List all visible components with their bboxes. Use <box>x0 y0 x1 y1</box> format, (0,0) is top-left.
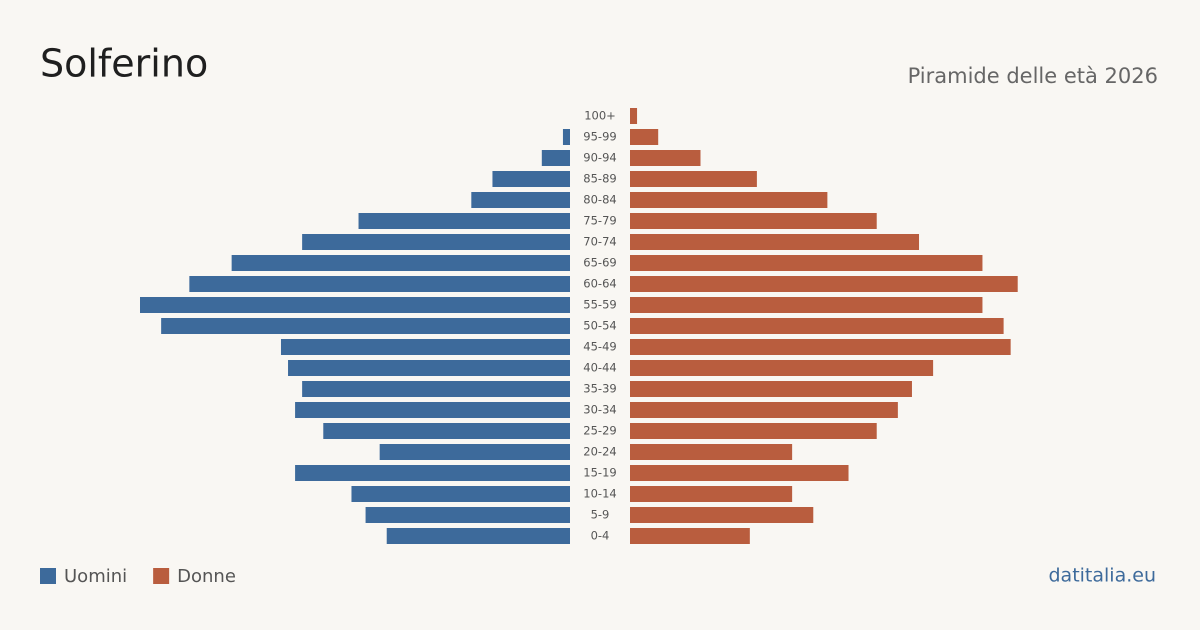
age-label: 5-9 <box>591 508 610 522</box>
site-link[interactable]: datitalia.eu <box>1049 565 1157 587</box>
age-label: 60-64 <box>583 277 616 291</box>
legend-swatch <box>40 568 56 584</box>
bar <box>280 339 570 355</box>
bar <box>630 255 983 271</box>
age-label: 10-14 <box>583 487 616 501</box>
bar <box>140 297 570 313</box>
bar <box>492 171 570 187</box>
bar <box>630 213 877 229</box>
bar <box>630 402 898 418</box>
age-label: 25-29 <box>583 424 616 438</box>
age-label: 85-89 <box>583 172 616 186</box>
age-label: 90-94 <box>583 151 616 165</box>
bar <box>302 381 570 397</box>
age-label: 75-79 <box>583 214 616 228</box>
age-label: 55-59 <box>583 298 616 312</box>
age-label: 40-44 <box>583 361 616 375</box>
bar <box>630 465 849 481</box>
bar <box>630 339 1011 355</box>
bar <box>386 528 570 544</box>
bar <box>630 486 793 502</box>
bar <box>630 423 877 439</box>
age-label: 65-69 <box>583 256 616 270</box>
bar <box>630 171 757 187</box>
age-label: 20-24 <box>583 445 616 459</box>
bar <box>295 402 570 418</box>
bar <box>630 108 638 124</box>
bar <box>630 129 659 145</box>
bar <box>630 528 750 544</box>
age-label: 15-19 <box>583 466 616 480</box>
bar <box>288 360 570 376</box>
bar <box>541 150 570 166</box>
age-label: 100+ <box>584 109 616 123</box>
bar <box>630 381 912 397</box>
age-label: 80-84 <box>583 193 616 207</box>
bar <box>630 507 814 523</box>
chart-title: Solferino <box>40 42 208 86</box>
bar <box>630 234 920 250</box>
age-label: 30-34 <box>583 403 616 417</box>
age-label: 95-99 <box>583 130 616 144</box>
bar <box>302 234 570 250</box>
bar <box>630 318 1004 334</box>
bar <box>161 318 571 334</box>
bar <box>630 444 793 460</box>
legend-label: Uomini <box>64 566 127 587</box>
chart-subtitle: Piramide delle età 2026 <box>908 64 1158 88</box>
bar <box>358 213 570 229</box>
age-label: 50-54 <box>583 319 616 333</box>
bar <box>630 150 701 166</box>
bar <box>189 276 570 292</box>
bar <box>323 423 570 439</box>
bar <box>295 465 570 481</box>
age-label: 70-74 <box>583 235 616 249</box>
bar <box>630 276 1018 292</box>
bar <box>630 297 983 313</box>
age-label: 0-4 <box>591 529 610 543</box>
bar <box>562 129 570 145</box>
legend-swatch <box>153 568 170 584</box>
age-label: 45-49 <box>583 340 616 354</box>
bar <box>231 255 570 271</box>
bar <box>630 360 934 376</box>
bar <box>379 444 570 460</box>
bar <box>365 507 570 523</box>
bar <box>471 192 570 208</box>
legend-label: Donne <box>177 566 236 587</box>
bar <box>351 486 570 502</box>
bar <box>630 192 828 208</box>
age-label: 35-39 <box>583 382 616 396</box>
